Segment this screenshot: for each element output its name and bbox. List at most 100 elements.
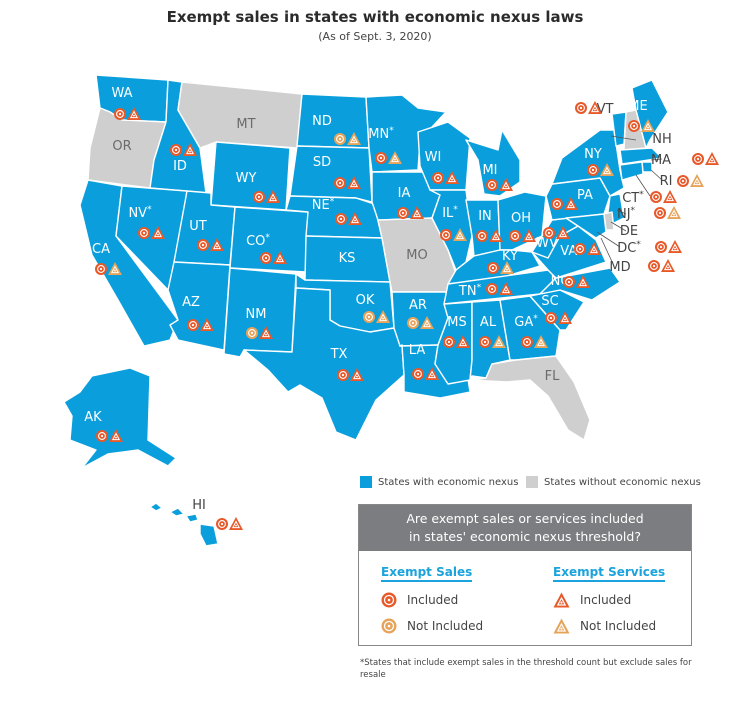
exempt-services-marker-ma xyxy=(705,152,719,165)
state-hi xyxy=(149,502,219,547)
exempt-services-marker-vt xyxy=(588,101,602,114)
exempt-services-marker-tx xyxy=(350,368,364,381)
exempt-sales-marker-tn xyxy=(486,283,498,295)
exempt-sales-marker-va xyxy=(574,243,586,255)
exempt-services-marker-ar xyxy=(420,316,434,329)
state-label-ga: GA* xyxy=(514,314,538,330)
exempt-services-marker-nm xyxy=(259,326,273,339)
exempt-sales-marker-tx xyxy=(337,369,349,381)
exempt-sales-marker-hi xyxy=(216,518,228,530)
exempt-sales-marker-ky xyxy=(487,262,499,274)
exempt-services-marker-nv xyxy=(151,226,165,239)
state-label-ne: NE* xyxy=(312,197,335,213)
key-box: Are exempt sales or services included in… xyxy=(358,504,692,646)
state-label-ca: CA xyxy=(92,242,110,257)
key-heading-line2: in states' economic nexus threshold? xyxy=(409,529,641,544)
exempt-services-marker-la xyxy=(425,367,439,380)
state-tx xyxy=(243,287,405,441)
services-included-row: Included xyxy=(553,592,703,608)
exempt-sales-marker-ca xyxy=(95,263,107,275)
state-label-id: ID xyxy=(173,159,187,174)
exempt-sales-marker-ut xyxy=(197,239,209,251)
exempt-services-marker-ri xyxy=(690,174,704,187)
exempt-sales-marker-al xyxy=(479,336,491,348)
state-label-nm: NM xyxy=(246,307,267,322)
exempt-services-marker-tn xyxy=(499,282,513,295)
exempt-sales-marker-dc xyxy=(655,241,667,253)
exempt-sales-column: Exempt Sales Included Not Included xyxy=(381,561,531,634)
exempt-services-marker-md xyxy=(661,259,675,272)
state-label-mo: MO xyxy=(406,248,427,263)
state-label-ia: IA xyxy=(398,186,411,201)
exempt-sales-marker-wa xyxy=(114,108,126,120)
state-label-nd: ND xyxy=(312,114,332,129)
exempt-services-marker-pa xyxy=(564,197,578,210)
services-not-included-label: Not Included xyxy=(580,619,657,633)
exempt-services-marker-wi xyxy=(445,171,459,184)
exempt-sales-marker-il xyxy=(440,229,452,241)
key-heading-line1: Are exempt sales or services included xyxy=(406,511,644,526)
exempt-services-marker-nj xyxy=(667,206,681,219)
state-label-nj: NJ* xyxy=(617,206,636,222)
state-label-hi: HI xyxy=(192,498,206,513)
exempt-services-marker-co xyxy=(273,251,287,264)
state-label-wa: WA xyxy=(111,86,132,101)
exempt-services-marker-wy xyxy=(266,190,280,203)
exempt-services-marker-ia xyxy=(410,206,424,219)
state-label-nv: NV* xyxy=(128,205,152,221)
exempt-sales-marker-ar xyxy=(407,317,419,329)
state-label-mt: MT xyxy=(236,117,255,132)
exempt-sales-marker-ia xyxy=(397,207,409,219)
state-label-pa: PA xyxy=(577,188,593,203)
exempt-services-marker-ak xyxy=(109,429,123,442)
exempt-services-marker-oh xyxy=(522,229,536,242)
legend-nexus-label: States with economic nexus xyxy=(378,476,519,488)
exempt-sales-marker-sd xyxy=(334,177,346,189)
state-label-ny: NY xyxy=(584,147,602,162)
map-title: Exempt sales in states with economic nex… xyxy=(166,8,584,26)
key-heading: Are exempt sales or services included in… xyxy=(359,505,691,551)
exempt-services-column: Exempt Services Included Not Included xyxy=(553,561,703,634)
state-label-de: DE xyxy=(620,224,638,239)
exempt-sales-marker-mn xyxy=(375,152,387,164)
sales-included-label: Included xyxy=(407,593,459,607)
exempt-sales-marker-pa xyxy=(551,198,563,210)
exempt-sales-marker-vt xyxy=(575,102,587,114)
exempt-sales-marker-mi xyxy=(486,179,498,191)
exempt-services-marker-ut xyxy=(210,238,224,251)
state-fl xyxy=(469,355,591,441)
exempt-sales-marker-co xyxy=(260,252,272,264)
exempt-services-marker-wv xyxy=(556,226,570,239)
exempt-services-marker-nc xyxy=(576,275,590,288)
exempt-sales-marker-oh xyxy=(509,230,521,242)
legend-no-nexus-label: States without economic nexus xyxy=(544,476,701,488)
exempt-services-marker-ct xyxy=(663,190,677,203)
exempt-services-marker-az xyxy=(200,318,214,331)
exempt-services-marker-ny xyxy=(600,163,614,176)
exempt-sales-marker-ct xyxy=(650,191,662,203)
state-label-co: CO* xyxy=(246,233,270,249)
sales-included-row: Included xyxy=(381,592,531,608)
exempt-sales-marker-wy xyxy=(253,191,265,203)
state-label-or: OR xyxy=(112,139,131,154)
triangle-target-included-icon xyxy=(553,592,570,608)
exempt-services-marker-ca xyxy=(108,262,122,275)
exempt-services-marker-me xyxy=(641,119,655,132)
nexus-swatch xyxy=(360,476,372,488)
state-label-ri: RI xyxy=(660,174,673,189)
state-label-ma: MA xyxy=(651,153,671,168)
map-subtitle: (As of Sept. 3, 2020) xyxy=(318,30,432,43)
state-label-ak: AK xyxy=(84,410,102,425)
exempt-sales-marker-nv xyxy=(138,227,150,239)
state-label-tn: TN* xyxy=(458,283,482,299)
state-label-nh: NH xyxy=(652,132,672,147)
exempt-services-marker-dc xyxy=(668,240,682,253)
exempt-services-marker-il xyxy=(453,228,467,241)
services-included-label: Included xyxy=(580,593,632,607)
state-label-ut: UT xyxy=(189,219,207,234)
state-label-wi: WI xyxy=(425,150,442,165)
exempt-services-marker-ga xyxy=(534,335,548,348)
exempt-sales-marker-in xyxy=(476,230,488,242)
sales-not-included-label: Not Included xyxy=(407,619,484,633)
legend-nexus: States with economic nexus xyxy=(360,476,518,488)
